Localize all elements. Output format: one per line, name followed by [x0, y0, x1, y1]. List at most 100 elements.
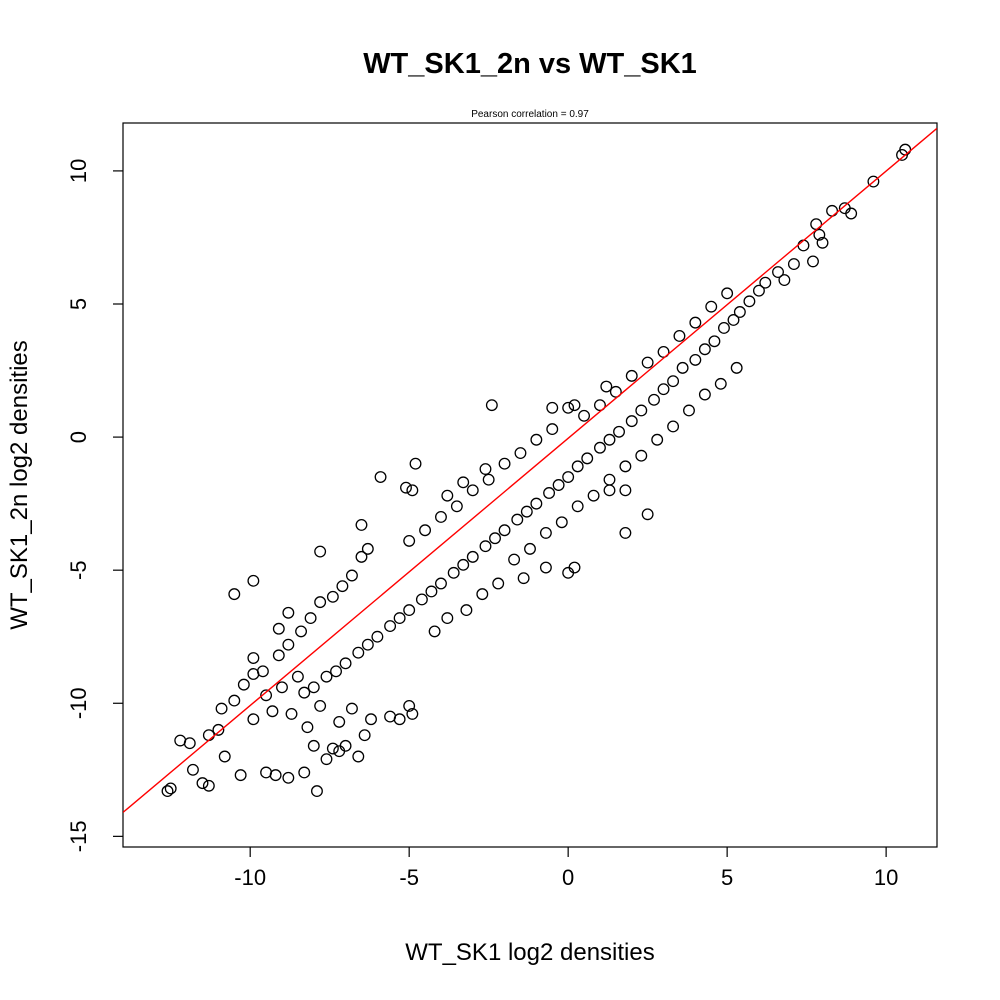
data-point: [174, 734, 187, 747]
x-tick-label: 10: [874, 865, 898, 890]
y-tick-label: -5: [66, 560, 91, 580]
data-point: [845, 207, 858, 220]
data-point: [361, 638, 374, 651]
data-point: [403, 604, 416, 617]
data-point: [721, 287, 734, 300]
data-point: [667, 375, 680, 388]
data-point: [635, 404, 648, 417]
data-point: [393, 713, 406, 726]
data-point: [625, 369, 638, 382]
y-tick-label: -10: [66, 687, 91, 719]
data-point: [161, 785, 174, 798]
data-point: [298, 686, 311, 699]
data-point: [403, 699, 416, 712]
x-tick-label: -5: [399, 865, 419, 890]
data-point: [581, 452, 594, 465]
data-point: [539, 526, 552, 539]
data-point: [435, 577, 447, 590]
data-point: [311, 785, 323, 798]
data-point: [409, 457, 422, 470]
data-point: [689, 353, 702, 366]
data-point: [619, 526, 632, 539]
data-point: [355, 518, 368, 531]
data-point: [345, 702, 358, 715]
data-point: [320, 670, 333, 683]
data-point: [689, 316, 702, 329]
data-point: [514, 447, 527, 460]
data-point: [546, 401, 559, 414]
data-point: [641, 508, 654, 521]
data-point: [187, 763, 199, 776]
data-point: [358, 729, 371, 742]
data-point: [365, 713, 377, 726]
data-point: [450, 500, 463, 513]
y-tick-label: 10: [66, 159, 91, 183]
data-point: [291, 670, 304, 683]
data-point: [228, 694, 241, 707]
data-point: [282, 771, 295, 784]
data-point: [218, 750, 231, 763]
data-point: [708, 335, 721, 348]
data-point: [752, 284, 765, 297]
data-point: [562, 401, 575, 414]
data-point: [743, 295, 756, 308]
data-point: [530, 497, 543, 510]
data-point: [393, 612, 406, 625]
data-point: [307, 739, 320, 752]
data-point: [447, 566, 460, 579]
data-point: [282, 638, 295, 651]
data-point: [457, 558, 470, 571]
data-point: [511, 513, 524, 526]
data-point: [733, 306, 746, 318]
data-point: [508, 553, 521, 566]
data-point: [400, 481, 412, 494]
data-point: [594, 399, 606, 412]
x-tick-label: -10: [234, 865, 266, 890]
data-point: [269, 769, 282, 782]
data-point: [826, 204, 839, 217]
data-point: [718, 322, 730, 334]
data-point: [384, 620, 397, 633]
data-point: [613, 425, 625, 438]
data-point: [466, 550, 479, 563]
data-point: [498, 457, 511, 470]
data-point: [260, 689, 273, 702]
data-point: [546, 423, 559, 436]
data-point: [552, 479, 565, 491]
data-point: [406, 484, 419, 497]
data-point: [578, 409, 591, 422]
data-point: [333, 745, 346, 758]
data-point: [476, 588, 489, 601]
plot-frame: [122, 122, 938, 848]
data-point: [787, 258, 800, 271]
data-point: [441, 489, 454, 502]
data-point: [698, 388, 711, 401]
data-point: [816, 236, 829, 249]
data-point: [371, 630, 384, 643]
data-point: [202, 729, 215, 742]
data-point: [164, 782, 177, 795]
y-tick-label: -15: [66, 820, 91, 852]
data-point: [657, 345, 670, 358]
data-point: [333, 715, 346, 728]
x-tick-label: 0: [562, 865, 574, 890]
data-point: [304, 612, 317, 625]
data-layer: [123, 127, 937, 813]
data-point: [403, 534, 416, 547]
data-point: [479, 540, 492, 553]
data-point: [215, 702, 228, 715]
x-tick-label: 5: [721, 865, 733, 890]
data-point: [517, 572, 530, 585]
data-point: [202, 779, 215, 792]
fit-line: [123, 127, 937, 813]
y-axis-label: WT_SK1_2n log2 densities: [6, 340, 33, 630]
data-point: [266, 705, 279, 718]
data-point: [603, 484, 616, 497]
chart-title: WT_SK1_2n vs WT_SK1: [363, 48, 697, 80]
data-point: [562, 471, 575, 483]
chart-subtitle: Pearson correlation = 0.97: [471, 109, 589, 120]
data-point: [524, 542, 536, 555]
data-point: [285, 707, 298, 720]
data-point: [778, 274, 791, 286]
